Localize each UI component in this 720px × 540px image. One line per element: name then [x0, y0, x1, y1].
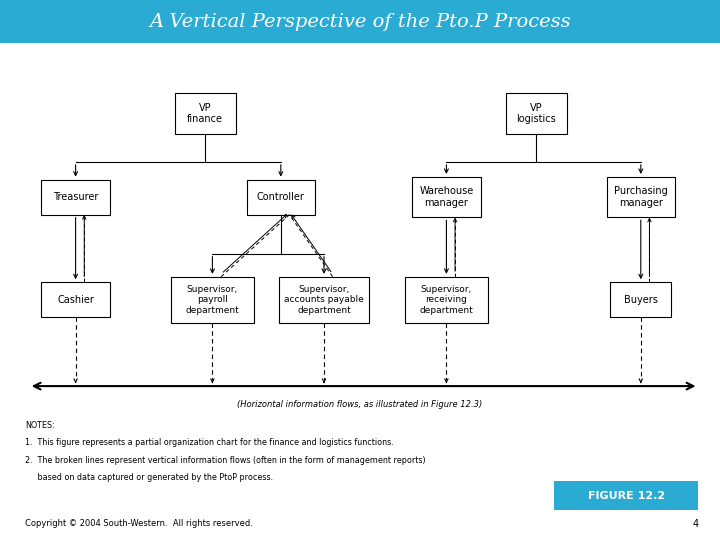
- Text: Supervisor,
receiving
department: Supervisor, receiving department: [420, 285, 473, 315]
- Text: (Horizontal information flows, as illustrated in Figure 12.3): (Horizontal information flows, as illust…: [238, 400, 482, 409]
- Text: FIGURE 12.2: FIGURE 12.2: [588, 491, 665, 501]
- Bar: [606, 177, 675, 217]
- Text: 4: 4: [692, 519, 698, 529]
- Text: VP
finance: VP finance: [187, 103, 223, 124]
- Bar: [246, 179, 315, 214]
- Text: Copyright © 2004 South-Western.  All rights reserved.: Copyright © 2004 South-Western. All righ…: [25, 519, 253, 528]
- Bar: [405, 276, 488, 322]
- Bar: [0, 0, 720, 43]
- Bar: [171, 276, 254, 322]
- Bar: [279, 276, 369, 322]
- Bar: [42, 282, 110, 317]
- Text: Purchasing
manager: Purchasing manager: [614, 186, 667, 208]
- Bar: [174, 93, 235, 133]
- Text: Supervisor,
accounts payable
department: Supervisor, accounts payable department: [284, 285, 364, 315]
- Text: 1.  This figure represents a partial organization chart for the finance and logi: 1. This figure represents a partial orga…: [25, 438, 394, 448]
- Text: Supervisor,
payroll
department: Supervisor, payroll department: [186, 285, 239, 315]
- Text: NOTES:: NOTES:: [25, 421, 55, 430]
- Bar: [505, 93, 567, 133]
- Bar: [554, 481, 698, 510]
- Text: Warehouse
manager: Warehouse manager: [419, 186, 474, 208]
- Text: 2.  The broken lines represent vertical information flows (often in the form of : 2. The broken lines represent vertical i…: [25, 456, 426, 465]
- Bar: [412, 177, 481, 217]
- Text: Controller: Controller: [257, 192, 305, 202]
- Text: Treasurer: Treasurer: [53, 192, 99, 202]
- Text: VP
logistics: VP logistics: [516, 103, 557, 124]
- Text: Cashier: Cashier: [57, 295, 94, 305]
- Bar: [611, 282, 671, 317]
- Text: based on data captured or generated by the PtoP process.: based on data captured or generated by t…: [25, 473, 274, 482]
- Bar: [42, 179, 110, 214]
- Text: Buyers: Buyers: [624, 295, 658, 305]
- Text: A Vertical Perspective of the Pto.P Process: A Vertical Perspective of the Pto.P Proc…: [149, 12, 571, 31]
